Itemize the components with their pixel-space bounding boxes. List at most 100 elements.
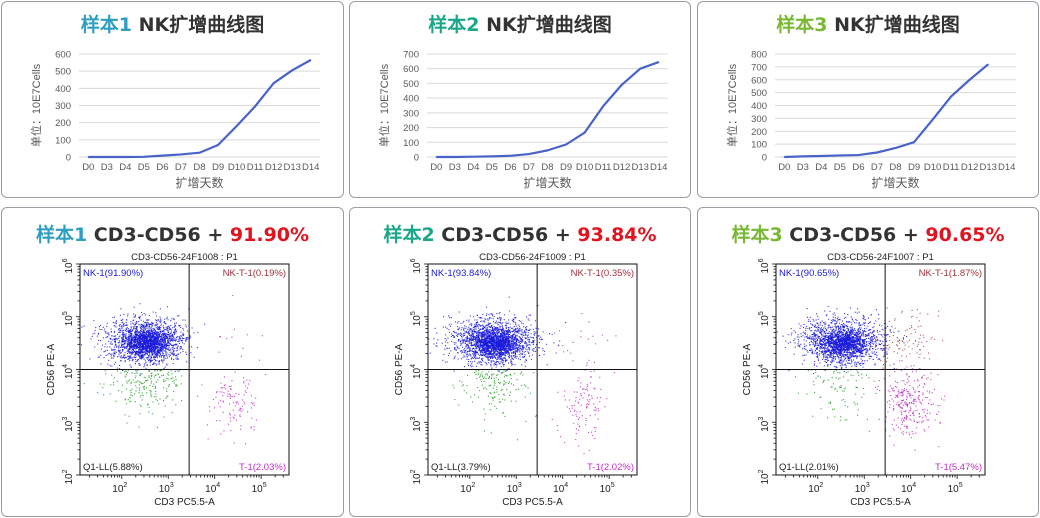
event-dot — [513, 352, 515, 354]
event-dot — [151, 413, 153, 415]
event-dot — [160, 327, 162, 329]
event-dot — [126, 330, 128, 332]
event-dot — [147, 331, 149, 333]
event-dot — [137, 331, 139, 333]
event-dot — [493, 339, 495, 341]
event-dot — [222, 395, 224, 397]
event-dot — [146, 352, 148, 354]
event-dot — [137, 341, 139, 343]
event-dot — [134, 345, 136, 347]
event-dot — [124, 340, 126, 342]
event-dot — [121, 352, 123, 354]
event-dot — [521, 334, 523, 336]
event-dot — [489, 339, 491, 341]
event-dot — [216, 391, 218, 393]
event-dot — [141, 329, 143, 331]
event-dot — [474, 358, 476, 360]
event-dot — [164, 334, 166, 336]
x-axis-label: 扩增天数 — [175, 175, 223, 190]
event-dot — [250, 402, 252, 404]
event-dot — [474, 336, 476, 338]
event-dot — [494, 363, 496, 365]
event-dot — [168, 384, 170, 386]
event-dot — [479, 325, 481, 327]
event-dot — [454, 348, 456, 350]
event-dot — [120, 360, 122, 362]
event-dot — [156, 354, 158, 356]
event-dot — [150, 323, 152, 325]
event-dot — [565, 322, 567, 324]
event-dot — [482, 338, 484, 340]
event-dot — [171, 378, 173, 380]
event-dot — [157, 343, 159, 345]
event-dot — [453, 358, 455, 360]
event-dot — [147, 403, 149, 405]
event-dot — [502, 363, 504, 365]
event-dot — [158, 326, 160, 328]
event-dot — [522, 339, 524, 341]
event-dot — [477, 339, 479, 341]
event-dot — [489, 336, 491, 338]
event-dot — [127, 350, 129, 352]
event-dot — [170, 330, 172, 332]
event-dot — [173, 354, 175, 356]
event-dot — [237, 401, 239, 403]
event-dot — [508, 343, 510, 345]
event-dot — [502, 344, 504, 346]
event-dot — [231, 336, 233, 338]
event-dot — [122, 369, 124, 371]
event-dot — [136, 337, 138, 339]
event-dot — [513, 348, 515, 350]
event-dot — [132, 349, 134, 351]
event-dot — [497, 333, 499, 335]
event-dot — [507, 348, 509, 350]
event-dot — [140, 333, 142, 335]
event-dot — [519, 344, 521, 346]
event-dot — [484, 329, 486, 331]
event-dot — [133, 319, 135, 321]
event-dot — [477, 353, 479, 355]
event-dot — [133, 337, 135, 339]
event-dot — [462, 333, 464, 335]
event-dot — [118, 390, 120, 392]
event-dot — [487, 330, 489, 332]
event-dot — [513, 343, 515, 345]
event-dot — [472, 337, 474, 339]
event-dot — [149, 352, 151, 354]
event-dot — [143, 355, 145, 357]
event-dot — [512, 355, 514, 357]
event-dot — [121, 319, 123, 321]
event-dot — [473, 352, 475, 354]
event-dot — [154, 347, 156, 349]
event-dot — [124, 371, 126, 373]
event-dot — [160, 339, 162, 341]
event-dot — [180, 337, 182, 339]
event-dot — [511, 358, 513, 360]
event-dot — [480, 354, 482, 356]
event-dot — [508, 310, 510, 312]
event-dot — [501, 330, 503, 332]
event-dot — [162, 341, 164, 343]
event-dot — [139, 345, 141, 347]
exponent: 3 — [62, 417, 69, 421]
event-dot — [145, 346, 147, 348]
event-dot — [129, 330, 131, 332]
event-dot — [177, 336, 179, 338]
event-dot — [230, 385, 232, 387]
event-dot — [164, 345, 166, 347]
event-dot — [145, 340, 147, 342]
event-dot — [514, 352, 516, 354]
series-line — [784, 63, 989, 159]
event-dot — [497, 361, 499, 363]
event-dot — [124, 352, 126, 354]
event-dot — [130, 336, 132, 338]
event-dot — [135, 356, 137, 358]
event-dot — [155, 390, 157, 392]
event-dot — [146, 345, 148, 347]
event-dot — [130, 329, 132, 331]
event-dot — [163, 345, 165, 347]
event-dot — [531, 337, 533, 339]
event-dot — [133, 346, 135, 348]
event-dot — [143, 326, 145, 328]
event-dot — [120, 359, 122, 361]
